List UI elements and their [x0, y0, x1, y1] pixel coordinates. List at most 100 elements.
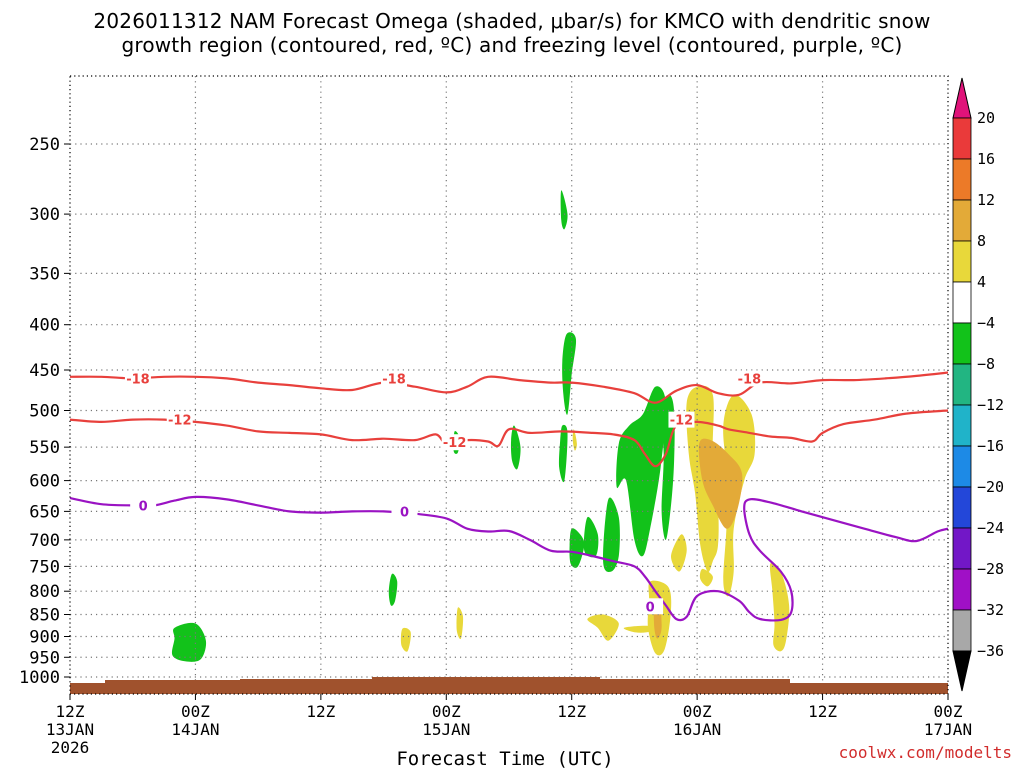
contour-label: 0: [646, 600, 655, 615]
contour-label-bg: [736, 370, 763, 387]
omega-region-9: [583, 516, 599, 558]
x-tick-date-label: 16JAN: [673, 720, 721, 739]
colorbar-bin: [952, 568, 972, 611]
colorbar-over-arrow: [952, 77, 972, 119]
colorbar-label: 16: [977, 150, 995, 168]
colorbar-label: −12: [977, 396, 1004, 414]
x-tick-year-label: 2026: [51, 738, 90, 757]
contour-label-bg: [391, 503, 418, 520]
x-tick-label: 12Z: [306, 702, 335, 721]
x-tick-label: 12Z: [56, 702, 85, 721]
colorbar-label: −28: [977, 560, 1004, 578]
omega-region-8: [569, 528, 585, 568]
x-tick-date-label: 14JAN: [171, 720, 219, 739]
omega-shading: [171, 190, 790, 662]
colorbar-label: 4: [977, 273, 986, 291]
colorbar-bin: [952, 199, 972, 242]
x-tick-date-label: 15JAN: [422, 720, 470, 739]
omega-region-7: [558, 424, 568, 483]
x-axis-title: Forecast Time (UTC): [396, 748, 613, 768]
colorbar-label: −16: [977, 437, 1004, 455]
colorbar-bin: [952, 240, 972, 283]
contour-label: 0: [139, 499, 148, 514]
y-tick-label: 850: [29, 606, 60, 626]
y-tick-label: 250: [29, 135, 60, 155]
omega-region-4: [510, 425, 521, 470]
y-tick-label: 350: [29, 264, 60, 284]
y-tick-label: 400: [29, 316, 60, 336]
omega-region-24: [698, 438, 743, 529]
contour-label: -12: [670, 414, 694, 429]
colorbar-bin: [952, 158, 972, 201]
contour-2: -12 -12 -12: [69, 409, 949, 468]
y-tick-label: 750: [29, 557, 60, 577]
omega-region-2: [388, 573, 398, 606]
x-tick-label: 00Z: [683, 702, 712, 721]
colorbar-bin: [952, 404, 972, 447]
plot-area: [70, 76, 948, 694]
colorbar-label: 8: [977, 232, 986, 250]
contour-line: [69, 495, 949, 622]
x-tick-date-label: 13JAN: [46, 720, 94, 739]
y-tick-label: 450: [29, 361, 60, 381]
chart-title-line2: growth region (contoured, red, ºC) and f…: [121, 33, 903, 57]
colorbar-label: 20: [977, 109, 995, 127]
contour-label-bg: [166, 411, 193, 428]
omega-region-15: [456, 607, 464, 640]
omega-region-13: [572, 429, 577, 451]
contour-label-bg: [668, 411, 695, 428]
colorbar: 20 16 12 8 4 −4 −8 −12 −16 −20 −24 −28 −32 −36: [952, 77, 1004, 692]
x-tick-label: 12Z: [557, 702, 586, 721]
colorbar-bin: [952, 117, 972, 160]
colorbar-bin: [952, 527, 972, 570]
contour-label-bg: [441, 434, 468, 451]
y-tick-label: 650: [29, 502, 60, 522]
contour-label-bg: [637, 598, 664, 615]
colorbar-label: −36: [977, 642, 1004, 660]
colorbar-bin: [952, 281, 972, 324]
y-tick-label: 600: [29, 472, 60, 492]
contour-label-bg: [124, 370, 151, 387]
omega-region-1: [171, 622, 207, 662]
colorbar-bin: [952, 609, 972, 652]
y-axis: 2503003504004505005506006507007508008509…: [19, 135, 70, 688]
colorbar-label: −24: [977, 519, 1004, 537]
colorbar-label: −8: [977, 355, 995, 373]
grid: [70, 76, 948, 694]
contour-line: [69, 371, 949, 404]
y-tick-label: 700: [29, 531, 60, 551]
colorbar-label: −20: [977, 478, 1004, 496]
colorbar-bin: [952, 363, 972, 406]
omega-region-5: [560, 190, 568, 230]
y-tick-label: 1000: [19, 668, 60, 688]
chart-title-line1: 2026011312 NAM Forecast Omega (shaded, μ…: [93, 9, 931, 33]
omega-region-16: [587, 614, 619, 641]
surface-terrain: [70, 677, 948, 694]
omega-region-19: [670, 534, 687, 572]
contour-label: 0: [400, 505, 409, 520]
colorbar-under-arrow: [952, 650, 972, 692]
contour-label: -12: [168, 414, 192, 429]
contour-line: [69, 409, 949, 468]
colorbar-bin: [952, 445, 972, 488]
contour-label-bg: [381, 370, 408, 387]
contour-1: -18 -18 -18: [69, 370, 949, 404]
contour-label: -18: [738, 372, 762, 387]
colorbar-label: 12: [977, 191, 995, 209]
omega-region-11: [616, 386, 666, 557]
y-tick-label: 800: [29, 582, 60, 602]
x-tick-date-label: 17JAN: [924, 720, 972, 739]
y-tick-label: 950: [29, 648, 60, 668]
contour-label: -12: [443, 436, 467, 451]
omega-region-10: [603, 497, 620, 572]
omega-region-6: [562, 332, 577, 415]
omega-region-12: [660, 394, 675, 540]
omega-region-21: [699, 568, 713, 587]
colorbar-bin: [952, 486, 972, 529]
omega-region-14: [400, 627, 411, 652]
y-tick-label: 550: [29, 438, 60, 458]
contour-3: 0 0 0: [69, 495, 949, 622]
contour-label-bg: [130, 497, 157, 514]
y-tick-label: 500: [29, 402, 60, 422]
